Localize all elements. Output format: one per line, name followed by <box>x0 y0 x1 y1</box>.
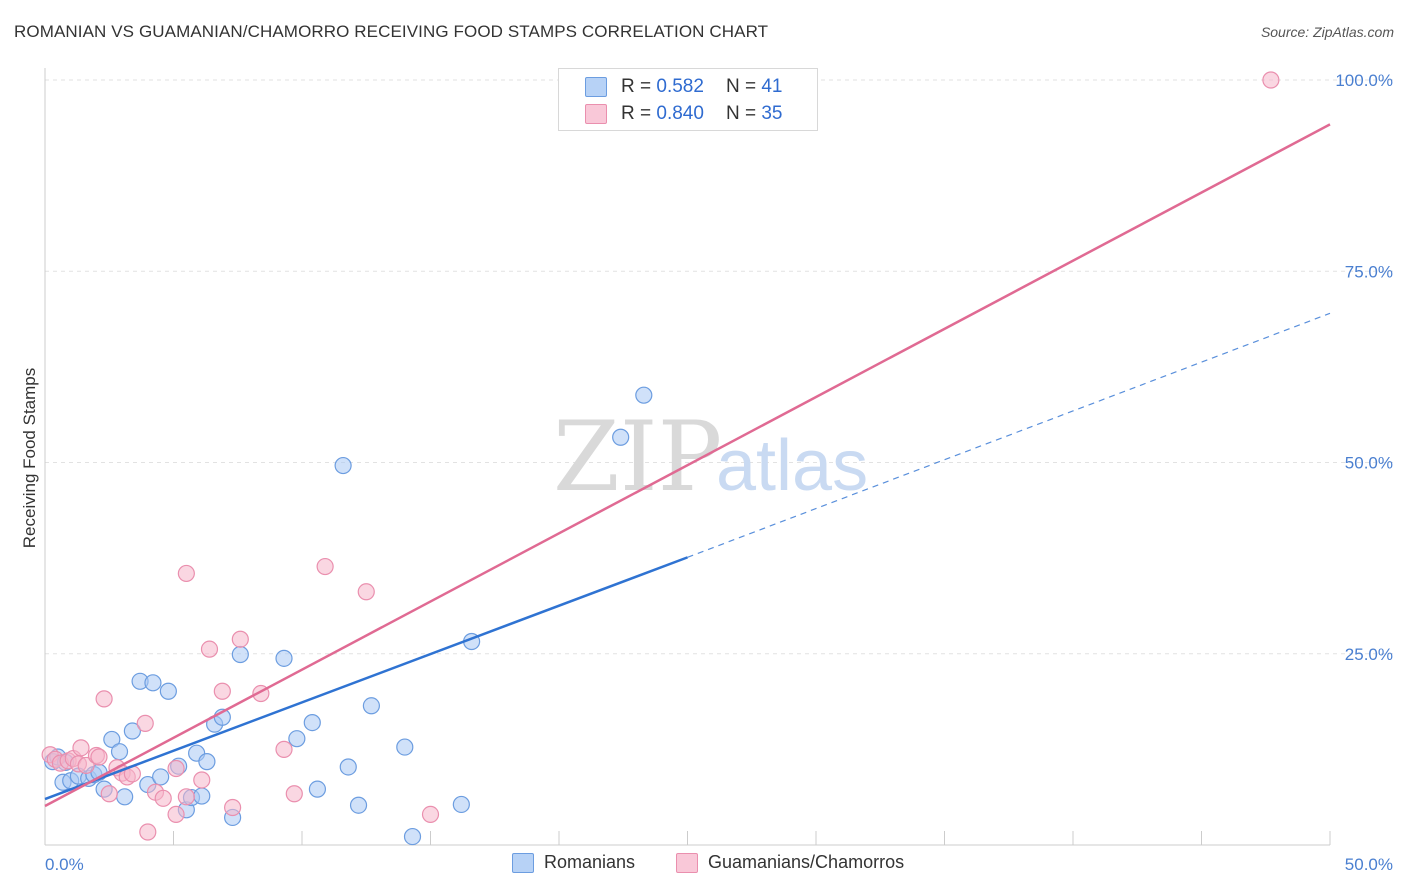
guamanian-point <box>167 759 185 778</box>
y-tick-label: 100.0% <box>1335 71 1393 90</box>
romanian-point <box>635 386 653 404</box>
x-tick-label: 0.0% <box>45 855 84 874</box>
romanian-point <box>349 796 368 814</box>
romanian-point <box>152 768 170 786</box>
watermark-zip: ZIP <box>553 401 722 513</box>
legend-n-value: 35 <box>761 103 783 124</box>
guamanian-point <box>213 682 231 700</box>
watermark-atlas: atlas <box>716 426 868 506</box>
romanian-point <box>403 827 422 846</box>
romanian-point <box>116 788 134 806</box>
guamanian-point <box>275 740 293 758</box>
legend-swatch-blue <box>512 852 534 873</box>
stats-legend: R = 0.582 N = 41 R = 0.840 N = 35 <box>558 68 818 131</box>
romanian-point <box>198 753 216 771</box>
legend-row-guamanians: R = 0.840 N = 35 <box>585 101 782 127</box>
guamanian-point <box>139 823 157 841</box>
watermark: ZIP atlas <box>553 401 868 513</box>
romanian-point <box>123 722 141 740</box>
grid-lines <box>45 79 1395 655</box>
legend-r-value: 0.840 <box>656 103 704 124</box>
romanian-point <box>193 787 211 805</box>
guamanian-point <box>224 798 242 817</box>
guamanian-point <box>100 785 118 803</box>
legend-r-label: R = <box>621 76 652 97</box>
romanian-point <box>612 428 630 446</box>
guamanian-point <box>193 771 211 789</box>
legend-row-romanians: R = 0.582 N = 41 <box>585 74 782 100</box>
series-legend: Romanians Guamanians/Chamorros <box>0 852 1406 876</box>
guamanian-point <box>285 785 303 803</box>
legend-label-guamanians: Guamanians/Chamorros <box>708 852 905 872</box>
guamanian-point <box>357 583 375 601</box>
romanian-point <box>144 674 162 692</box>
romanian-trend-line <box>44 556 688 801</box>
guamanian-point <box>77 756 95 775</box>
y-tick-label: 50.0% <box>1345 454 1393 473</box>
romanian-point <box>288 730 306 748</box>
guamanian-point <box>177 564 195 583</box>
guamanian-point <box>95 690 113 708</box>
guamanian-point <box>154 789 172 807</box>
legend-n-label: N = <box>725 103 757 124</box>
romanian-point <box>452 795 470 814</box>
legend-item-romanians[interactable]: Romanians <box>512 852 635 873</box>
legend-r-value: 0.582 <box>656 76 704 97</box>
legend-r-label: R = <box>621 103 652 124</box>
romanian-point <box>339 758 357 776</box>
y-axis-label: Receiving Food Stamps <box>20 368 39 548</box>
legend-swatch-pink <box>585 104 607 124</box>
romanian-point <box>159 682 177 700</box>
legend-n-label: N = <box>725 76 757 97</box>
guamanian-point <box>136 714 154 732</box>
y-tick-label: 25.0% <box>1345 645 1393 664</box>
guamanian-point <box>316 557 334 576</box>
guamanian-point <box>72 739 90 757</box>
romanian-point <box>303 713 321 732</box>
y-tick-label: 75.0% <box>1345 262 1393 281</box>
guamanian-trend-line <box>44 123 1331 808</box>
guamanian-point <box>200 640 219 658</box>
guamanian-point <box>90 748 108 766</box>
romanian-point <box>275 649 293 667</box>
legend-swatch-blue <box>585 77 607 97</box>
romanian-point <box>110 743 129 761</box>
romanian-point <box>231 645 249 664</box>
chart-title: ROMANIAN VS GUAMANIAN/CHAMORRO RECEIVING… <box>14 22 769 41</box>
legend-item-guamanians[interactable]: Guamanians/Chamorros <box>676 852 904 873</box>
legend-n-value: 41 <box>761 76 783 97</box>
x-tick-label: 50.0% <box>1345 855 1393 874</box>
axes <box>44 68 1331 846</box>
guamanian-point <box>167 805 185 824</box>
legend-swatch-pink <box>676 852 698 873</box>
romanian-point <box>334 456 352 475</box>
legend-label-romanians: Romanians <box>544 852 636 872</box>
guamanian-point <box>421 805 440 824</box>
guamanian-point <box>177 788 195 806</box>
guamanian-point <box>1262 71 1280 89</box>
guamanian-point <box>231 630 249 648</box>
romanian-trend-extension <box>687 312 1331 558</box>
romanian-point <box>308 780 327 798</box>
romanian-point <box>103 730 121 749</box>
romanian-point <box>362 697 380 715</box>
chart-source: Source: ZipAtlas.com <box>1260 24 1394 40</box>
romanian-point <box>396 738 414 756</box>
